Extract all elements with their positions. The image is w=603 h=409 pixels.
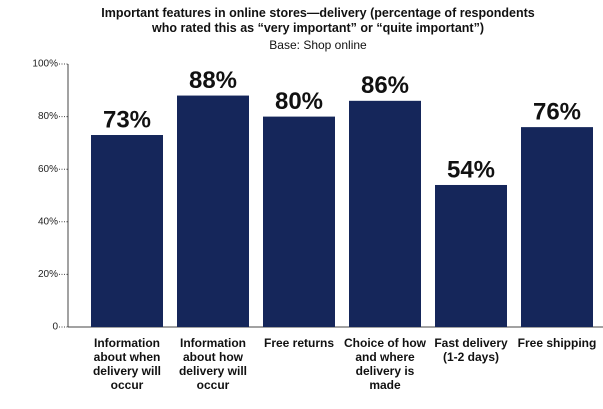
y-tick-label: 20% xyxy=(38,269,58,280)
data-label: 88% xyxy=(189,67,237,94)
x-tick-label: Information about when delivery will occ… xyxy=(92,336,162,392)
y-tick-label: 80% xyxy=(38,111,58,122)
bar xyxy=(435,184,507,327)
bar xyxy=(349,100,421,327)
y-tick-label: 100% xyxy=(32,59,58,70)
x-tick-label: Information about how delivery will occu… xyxy=(178,336,248,392)
bar xyxy=(263,116,335,327)
x-tick-label: Free returns xyxy=(263,336,335,350)
bar xyxy=(91,135,163,327)
bar xyxy=(177,95,249,327)
data-label: 73% xyxy=(103,106,151,133)
data-label: 86% xyxy=(361,72,409,99)
data-label: 80% xyxy=(275,88,323,115)
x-tick-label: Fast delivery (1-2 days) xyxy=(434,336,508,364)
y-tick-label: 40% xyxy=(38,216,58,227)
x-tick-label: Choice of how and where delivery is made xyxy=(344,336,426,392)
chart-subtitle: Base: Shop online xyxy=(269,38,367,52)
bar xyxy=(521,127,593,328)
chart-title: Important features in online stores—deli… xyxy=(101,6,535,35)
x-tick-label: Free shipping xyxy=(517,336,597,350)
data-label: 76% xyxy=(533,98,581,125)
data-label: 54% xyxy=(447,156,495,183)
y-tick-label: 0 xyxy=(52,322,58,333)
y-tick-label: 60% xyxy=(38,164,58,175)
